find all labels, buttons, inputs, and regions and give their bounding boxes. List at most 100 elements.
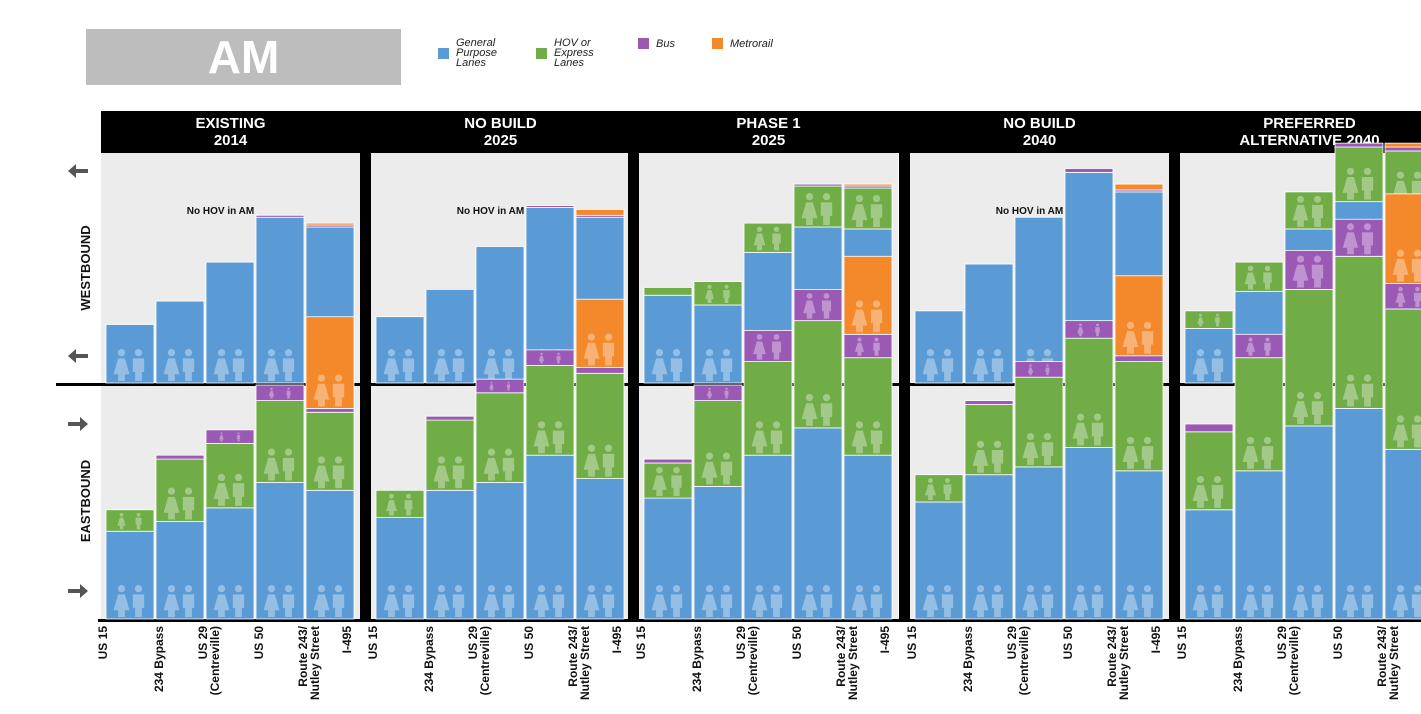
person-icon-eastbound-general-3a-body [213, 594, 230, 617]
bar-eastbound-hov-3 [743, 361, 793, 456]
arrow-left-icon [68, 349, 88, 363]
person-icon-eastbound-general-2b-body [720, 594, 733, 617]
person-icon-eastbound-hov-1b-head [406, 493, 411, 499]
person-icon-eastbound-hov-3a-head [487, 448, 496, 456]
x-tick-label: Route 243/ [1105, 625, 1119, 686]
person-icon-eastbound-general-3a-head [217, 585, 226, 593]
bar-eastbound-bus-3 [1284, 250, 1334, 290]
panel-separator [360, 153, 371, 619]
person-icon-eastbound-hov-2b-body [182, 496, 195, 520]
bar-eastbound-bus-3 [475, 378, 525, 394]
bar-westbound-hov-2 [693, 281, 743, 306]
person-icon-eastbound-general-2a-body [163, 594, 180, 617]
bar-eastbound-general-5 [575, 478, 625, 620]
bar-eastbound-hov-2 [155, 458, 205, 522]
person-icon-eastbound-general-5b-head [872, 585, 881, 593]
person-icon-eastbound-bus-4a-head [270, 387, 273, 391]
person-icon-eastbound-bus-4a-body [1342, 232, 1359, 255]
person-icon-eastbound-hov-5b-body [602, 453, 615, 477]
x-tick-label: Route 243/ [834, 625, 848, 686]
person-icon-eastbound-general-5a-body [313, 594, 330, 617]
person-icon-eastbound-general-1b-body [132, 594, 145, 617]
bar-eastbound-bus-4 [255, 384, 305, 402]
bar-eastbound-general-4 [793, 427, 843, 620]
person-icon-eastbound-general-3b-body [232, 594, 245, 617]
person-icon-eastbound-general-5a-body [583, 594, 600, 617]
person-icon-westbound-general-1b-head [943, 349, 952, 357]
bar-eastbound-bus-2 [693, 384, 743, 402]
person-icon-eastbound-hov-3b-head [772, 421, 781, 429]
person-icon-westbound-general-1b-head [1213, 349, 1222, 357]
person-icon-westbound-hov-5a-head [1396, 171, 1405, 179]
x-tick-label: US 50 [1331, 626, 1345, 660]
person-icon-eastbound-hov-1a-body [1192, 485, 1209, 508]
x-tick-label: US 50 [522, 626, 536, 660]
person-icon-eastbound-hov-4a-head [1076, 413, 1085, 421]
person-icon-westbound-general-2b-head [454, 349, 463, 357]
bar-eastbound-hov-4 [1334, 255, 1384, 409]
person-icon-eastbound-general-4a-body [801, 594, 818, 617]
person-icon-eastbound-general-5a-head [587, 585, 596, 593]
person-icon-eastbound-general-5a-body [1392, 594, 1409, 617]
x-tick-label: US 29 [466, 626, 480, 660]
person-icon-westbound-hov-4a-body [1342, 176, 1359, 200]
person-icon-eastbound-hov-4b-body [282, 457, 295, 481]
bar-westbound-general-1 [643, 294, 693, 384]
person-icon-eastbound-bus-2b-body [1264, 342, 1271, 356]
person-icon-eastbound-general-1b-head [404, 585, 413, 593]
person-icon-eastbound-bus-4b-head [823, 293, 830, 299]
person-icon-westbound-general-4b-body [282, 358, 295, 381]
person-icon-eastbound-bus-5b-head [1415, 286, 1420, 292]
person-icon-eastbound-hov-2a-body [433, 465, 450, 489]
bar-westbound-bus-4 [1334, 142, 1384, 148]
bar-eastbound-general-2 [155, 521, 205, 620]
bar-eastbound-general-4 [1334, 407, 1384, 620]
person-icon-eastbound-general-5a-body [1122, 594, 1139, 617]
x-tick-label: Nutley Street [308, 626, 322, 700]
person-icon-eastbound-hov-4b-head [1093, 413, 1102, 421]
bar-westbound-hov-3 [1284, 191, 1334, 230]
person-icon-eastbound-hov-5a-body [1122, 446, 1139, 469]
panel-title: 2040 [1023, 132, 1056, 149]
person-icon-eastbound-general-3b-head [772, 585, 781, 593]
person-icon-eastbound-bus-3a-head [1029, 364, 1032, 367]
person-icon-eastbound-hov-4b-head [1363, 374, 1372, 382]
bar-westbound-hov-3 [743, 222, 793, 253]
person-icon-eastbound-bus-4a-body [1077, 327, 1084, 337]
person-icon-westbound-hov-5b-head [872, 194, 881, 203]
person-icon-westbound-hov-4b-head [822, 193, 831, 201]
person-icon-eastbound-general-4a-body [1342, 594, 1359, 617]
person-icon-eastbound-metrorail-5a-body [851, 309, 868, 333]
person-icon-eastbound-general-2a-body [1242, 594, 1259, 617]
person-icon-eastbound-general-3a-head [1026, 585, 1035, 593]
person-icon-eastbound-general-2a-body [972, 594, 989, 617]
person-icon-westbound-general-2b-head [722, 349, 731, 357]
person-icon-westbound-hov-5b-body [870, 204, 883, 227]
person-icon-eastbound-general-4b-body [1361, 594, 1374, 617]
bar-westbound-metrorail-5 [1384, 142, 1421, 148]
person-icon-eastbound-hov-4b-body [552, 430, 565, 454]
x-tick-label: 234 Bypass [1231, 626, 1245, 692]
person-icon-eastbound-general-4a-body [1072, 594, 1089, 617]
panel-title: PHASE 1 [736, 115, 800, 132]
person-icon-eastbound-bus-4a-head [1079, 323, 1082, 327]
person-icon-eastbound-general-5b-body [602, 594, 615, 617]
person-icon-eastbound-general-1b-body [1211, 594, 1224, 617]
person-icon-eastbound-hov-4b-body [1361, 383, 1374, 407]
person-icon-eastbound-hov-3a-head [755, 421, 764, 429]
person-icon-westbound-general-1a-body [383, 358, 400, 381]
person-icon-westbound-hov-2b-head [724, 284, 729, 289]
bar-eastbound-general-3 [743, 454, 793, 620]
person-icon-eastbound-hov-5a-body [313, 465, 330, 489]
person-icon-eastbound-general-4b-head [1363, 585, 1372, 593]
person-icon-eastbound-hov-4a-head [537, 421, 546, 429]
person-icon-eastbound-bus-3a-body [1027, 367, 1034, 376]
person-icon-eastbound-hov-3a-head [1026, 432, 1035, 441]
person-icon-eastbound-general-2b-head [454, 585, 463, 593]
bar-eastbound-general-4 [525, 454, 575, 620]
person-icon-eastbound-bus-4b-body [1361, 232, 1374, 255]
bar-eastbound-hov-2 [964, 404, 1014, 476]
bar-eastbound-general-1 [1184, 509, 1234, 620]
person-icon-westbound-general-2a-body [433, 358, 450, 381]
bar-eastbound-general-4 [1064, 446, 1114, 620]
